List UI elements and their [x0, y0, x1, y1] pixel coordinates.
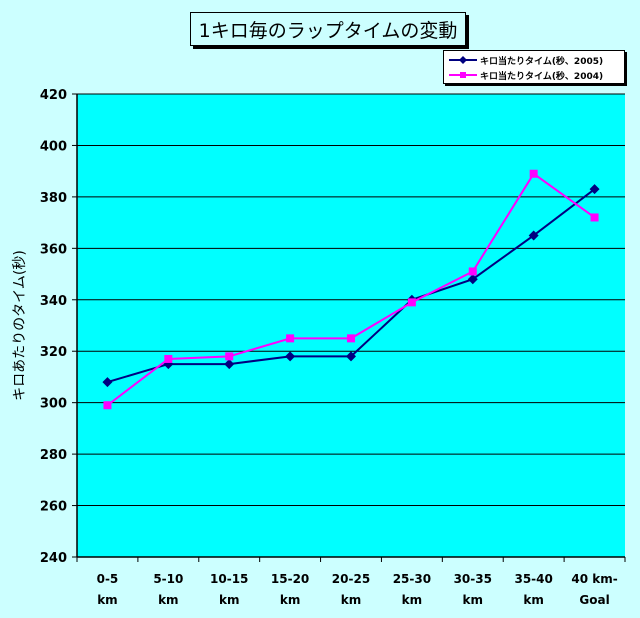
x-tick-label: 10-15: [210, 572, 248, 586]
series-1: [103, 169, 599, 410]
x-tick-labels: 0-5 km 5-10 km 10-15 km 15-20 km 20-25 km 25-30 km 3…: [97, 572, 618, 607]
x-tick-label: 15-20: [271, 572, 309, 586]
y-tick-label: 280: [40, 448, 67, 463]
x-tick-label: 5-10: [153, 572, 183, 586]
data-point: [590, 213, 599, 222]
x-tick-label: 0-5: [97, 572, 119, 586]
axes: [72, 93, 626, 562]
y-tick-label: 320: [40, 345, 67, 360]
grid-lines: [77, 93, 625, 558]
data-point: [286, 334, 295, 343]
y-axis-label: キロあたりのタイム(秒): [12, 250, 28, 401]
data-point: [285, 351, 296, 362]
x-tick-label: km: [402, 593, 422, 607]
data-point: [589, 184, 600, 195]
y-tick-label: 420: [40, 88, 67, 103]
x-tick-label: 40 km-: [571, 572, 617, 586]
y-tick-label: 360: [40, 242, 67, 257]
data-point: [529, 169, 538, 178]
y-tick-label: 380: [40, 191, 67, 206]
x-tick-label: 35-40: [514, 572, 552, 586]
data-point: [103, 401, 112, 410]
x-tick-label: Goal: [579, 593, 609, 607]
x-tick-label: km: [523, 593, 543, 607]
chart-title: 1キロ毎のラップタイムの変動: [190, 12, 466, 46]
data-point: [164, 354, 173, 363]
legend-marker-square: [449, 72, 477, 78]
legend-item-2004: キロ当たりタイム(秒、2004): [444, 68, 624, 82]
legend: キロ当たりタイム(秒、2005) キロ当たりタイム(秒、2004): [443, 50, 625, 84]
y-tick-label: 240: [40, 551, 67, 566]
x-tick-label: km: [280, 593, 300, 607]
y-tick-label: 340: [40, 294, 67, 309]
legend-item-2005: キロ当たりタイム(秒、2005): [444, 53, 624, 67]
plot-area: [77, 94, 625, 557]
series-0: [102, 184, 600, 388]
data-point: [468, 267, 477, 276]
x-tick-label: km: [97, 593, 117, 607]
data-point: [347, 334, 355, 343]
x-tick-label: 25-30: [393, 572, 431, 586]
legend-label-2004: キロ当たりタイム(秒、2004): [480, 72, 604, 82]
y-tick-label: 260: [40, 500, 67, 515]
data-point: [528, 230, 539, 241]
x-tick-label: 30-35: [454, 572, 492, 586]
y-tick-label: 300: [40, 397, 67, 412]
x-tick-label: km: [158, 593, 178, 607]
series: [102, 169, 600, 410]
chart-title-text: 1キロ毎のラップタイムの変動: [198, 19, 458, 42]
x-tick-label: km: [341, 593, 361, 607]
x-tick-label: 20-25: [332, 572, 370, 586]
data-point: [225, 352, 234, 361]
legend-marker-diamond: [449, 56, 477, 64]
data-point: [467, 274, 478, 285]
x-tick-label: km: [463, 593, 483, 607]
y-tick-label: 400: [40, 139, 67, 154]
x-tick-label: km: [219, 593, 239, 607]
data-point: [224, 359, 235, 370]
data-point: [102, 377, 113, 388]
y-tick-labels: 240 260 280 300 320 340 360 380 400 420: [40, 88, 67, 566]
data-point: [407, 298, 416, 307]
legend-label-2005: キロ当たりタイム(秒、2005): [480, 57, 604, 67]
data-point: [346, 351, 356, 362]
